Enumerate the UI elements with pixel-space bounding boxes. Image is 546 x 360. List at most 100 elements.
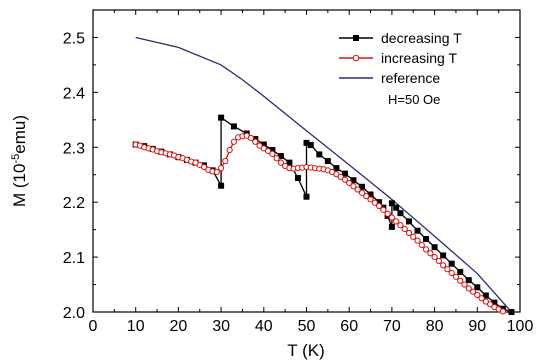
decreasing-point [316, 151, 323, 158]
increasing-point [371, 199, 378, 206]
legend-label: reference [381, 70, 440, 86]
legend-label: decreasing T [381, 30, 462, 46]
increasing-point [397, 222, 404, 229]
increasing-point [354, 186, 361, 193]
decreasing-point [294, 175, 301, 182]
increasing-point [277, 159, 284, 166]
y-tick-label: 2.1 [63, 250, 85, 267]
decreasing-point [508, 309, 515, 315]
increasing-point [230, 138, 238, 145]
increasing-point [444, 266, 451, 273]
marker-layer [132, 114, 515, 315]
increasing-point [350, 183, 357, 190]
decreasing-point [376, 199, 383, 206]
x-tick-label: 90 [468, 318, 486, 335]
increasing-point [363, 193, 370, 200]
y-axis-title-exponent: -5 [10, 154, 22, 164]
decreasing-point [474, 284, 481, 291]
decreasing-point [393, 204, 400, 211]
decreasing-point [350, 177, 357, 184]
legend-label: increasing T [381, 50, 457, 66]
increasing-point [367, 196, 374, 203]
increasing-point [269, 150, 276, 157]
decreasing-point [440, 252, 447, 259]
decreasing-point [260, 141, 267, 148]
x-tick-label: 70 [383, 318, 401, 335]
decreasing-point [341, 170, 348, 177]
x-tick-label: 30 [212, 318, 230, 335]
increasing-point [218, 165, 225, 172]
series-line [135, 36, 512, 312]
increasing-point [474, 291, 481, 299]
increasing-point [448, 269, 455, 277]
increasing-point [487, 301, 494, 308]
decreasing-point [405, 218, 412, 225]
decreasing-point [303, 139, 310, 146]
y-axis-title-main: M (10 [10, 164, 29, 207]
increasing-point [422, 246, 430, 253]
increasing-point [341, 176, 349, 183]
increasing-point [461, 281, 468, 288]
decreasing-point [286, 159, 293, 166]
increasing-point [440, 262, 447, 269]
decreasing-point [388, 200, 395, 207]
increasing-point [499, 308, 507, 315]
decreasing-point [457, 268, 464, 275]
increasing-point [256, 142, 263, 149]
y-tick-label: 2.3 [63, 140, 85, 157]
increasing-point [401, 225, 408, 233]
decreasing-point [303, 193, 310, 200]
x-tick-label: 60 [340, 318, 358, 335]
increasing-point [410, 233, 417, 240]
x-tick-label: 80 [426, 318, 444, 335]
increasing-point [457, 277, 464, 284]
x-tick-labels: 0 10 20 30 40 50 60 70 80 90 100 [89, 318, 534, 335]
increasing-point [431, 253, 438, 261]
increasing-point [226, 146, 233, 154]
increasing-point [388, 214, 395, 221]
y-axis-title-unit: emu) [10, 115, 29, 154]
decreasing-point [431, 244, 438, 251]
x-axis-title: T (K) [287, 341, 324, 360]
increasing-point [452, 273, 460, 280]
increasing-point [405, 229, 413, 237]
decreasing-point [307, 142, 314, 149]
increasing-point [478, 295, 485, 302]
decreasing-point [465, 277, 472, 284]
x-tick-label: 100 [507, 318, 534, 335]
increasing-point [273, 155, 280, 162]
decreasing-point [359, 183, 366, 190]
increasing-point [358, 189, 366, 196]
decreasing-point [414, 227, 421, 234]
increasing-point [264, 148, 272, 155]
decreasing-point [423, 235, 430, 242]
decreasing-point [269, 147, 276, 154]
increasing-point [337, 173, 344, 181]
decreasing-point [277, 153, 284, 160]
increasing-point [213, 168, 220, 176]
increasing-point [247, 134, 255, 142]
series-layer [135, 36, 512, 312]
decreasing-point [230, 123, 237, 130]
increasing-point [260, 145, 267, 152]
y-tick-labels: 2.0 2.1 2.2 2.3 2.4 2.5 [63, 30, 85, 322]
increasing-point [200, 163, 208, 171]
increasing-point [465, 285, 472, 292]
axis-ticks [92, 10, 521, 313]
decreasing-point [218, 114, 225, 121]
increasing-point [414, 237, 421, 244]
x-tick-label: 10 [127, 318, 145, 335]
increasing-point [222, 157, 229, 165]
decreasing-point [397, 210, 404, 217]
decreasing-point [388, 223, 395, 230]
decreasing-point [482, 292, 489, 299]
x-tick-label: 0 [89, 318, 98, 335]
y-tick-label: 2.0 [63, 305, 85, 322]
increasing-point [482, 298, 489, 305]
y-tick-label: 2.4 [63, 85, 85, 102]
series-line [135, 116, 512, 312]
decreasing-point [448, 260, 455, 267]
increasing-point [252, 138, 259, 145]
legend: decreasing T increasing T reference [339, 30, 462, 86]
decreasing-point [324, 158, 331, 164]
